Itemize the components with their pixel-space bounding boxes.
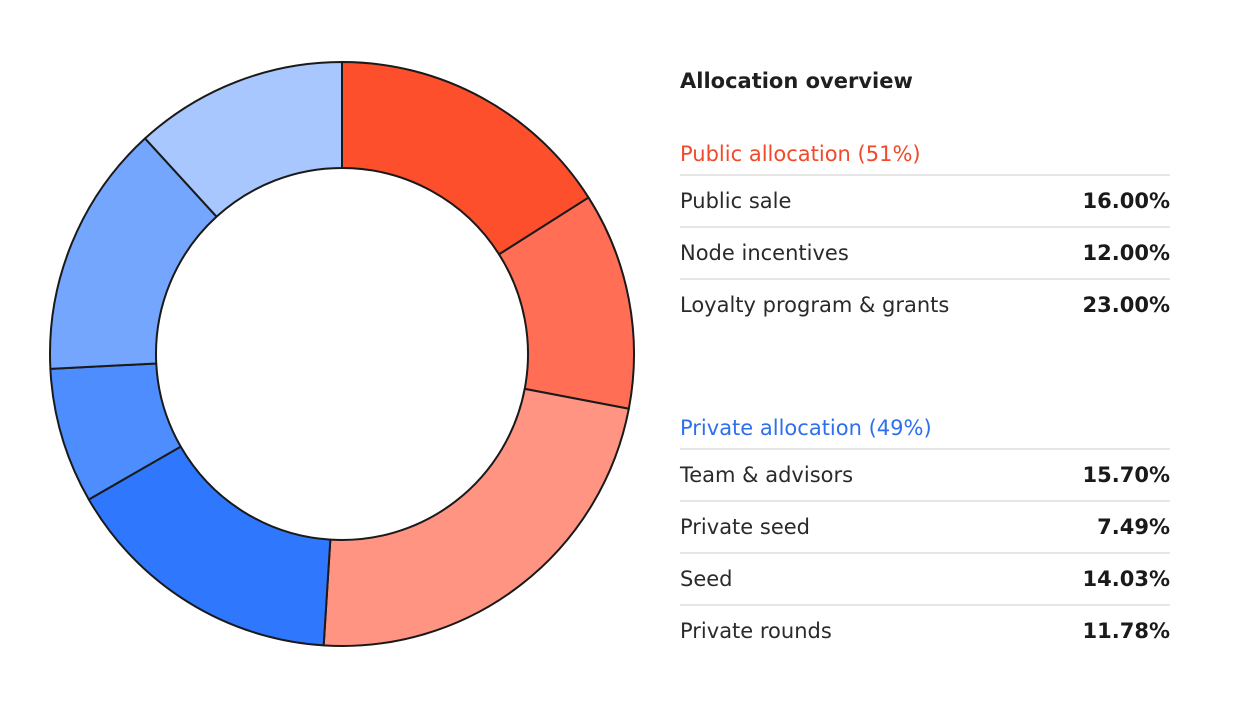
allocation-row: Public sale 16.00% xyxy=(680,176,1170,228)
public-allocation-group: Public allocation (51%) Public sale 16.0… xyxy=(680,134,1170,330)
allocation-label: Public sale xyxy=(680,189,792,213)
public-allocation-heading: Public allocation (51%) xyxy=(680,134,1170,176)
private-allocation-group: Private allocation (49%) Team & advisors… xyxy=(680,408,1170,656)
allocation-label: Private seed xyxy=(680,515,810,539)
allocation-value: 11.78% xyxy=(1082,619,1170,643)
allocation-value: 16.00% xyxy=(1082,189,1170,213)
donut-slice-private-rounds xyxy=(144,61,343,218)
allocation-value: 12.00% xyxy=(1082,241,1170,265)
allocation-label: Loyalty program & grants xyxy=(680,293,950,317)
allocation-row: Seed 14.03% xyxy=(680,554,1170,606)
allocation-label: Seed xyxy=(680,567,733,591)
allocation-label: Team & advisors xyxy=(680,463,854,487)
allocation-value: 23.00% xyxy=(1082,293,1170,317)
allocation-row: Team & advisors 15.70% xyxy=(680,450,1170,502)
allocation-row: Private rounds 11.78% xyxy=(680,606,1170,656)
allocation-row: Private seed 7.49% xyxy=(680,502,1170,554)
donut-slice-loyalty-program-grants xyxy=(322,387,630,647)
donut-chart xyxy=(49,61,635,647)
allocation-row: Node incentives 12.00% xyxy=(680,228,1170,280)
private-allocation-heading: Private allocation (49%) xyxy=(680,408,1170,450)
allocation-panel: Allocation overview Public allocation (5… xyxy=(680,62,1170,656)
allocation-value: 15.70% xyxy=(1082,463,1170,487)
allocation-label: Private rounds xyxy=(680,619,832,643)
allocation-value: 14.03% xyxy=(1082,567,1170,591)
panel-title: Allocation overview xyxy=(680,69,913,93)
allocation-label: Node incentives xyxy=(680,241,849,265)
allocation-value: 7.49% xyxy=(1097,515,1170,539)
allocation-row: Loyalty program & grants 23.00% xyxy=(680,280,1170,330)
